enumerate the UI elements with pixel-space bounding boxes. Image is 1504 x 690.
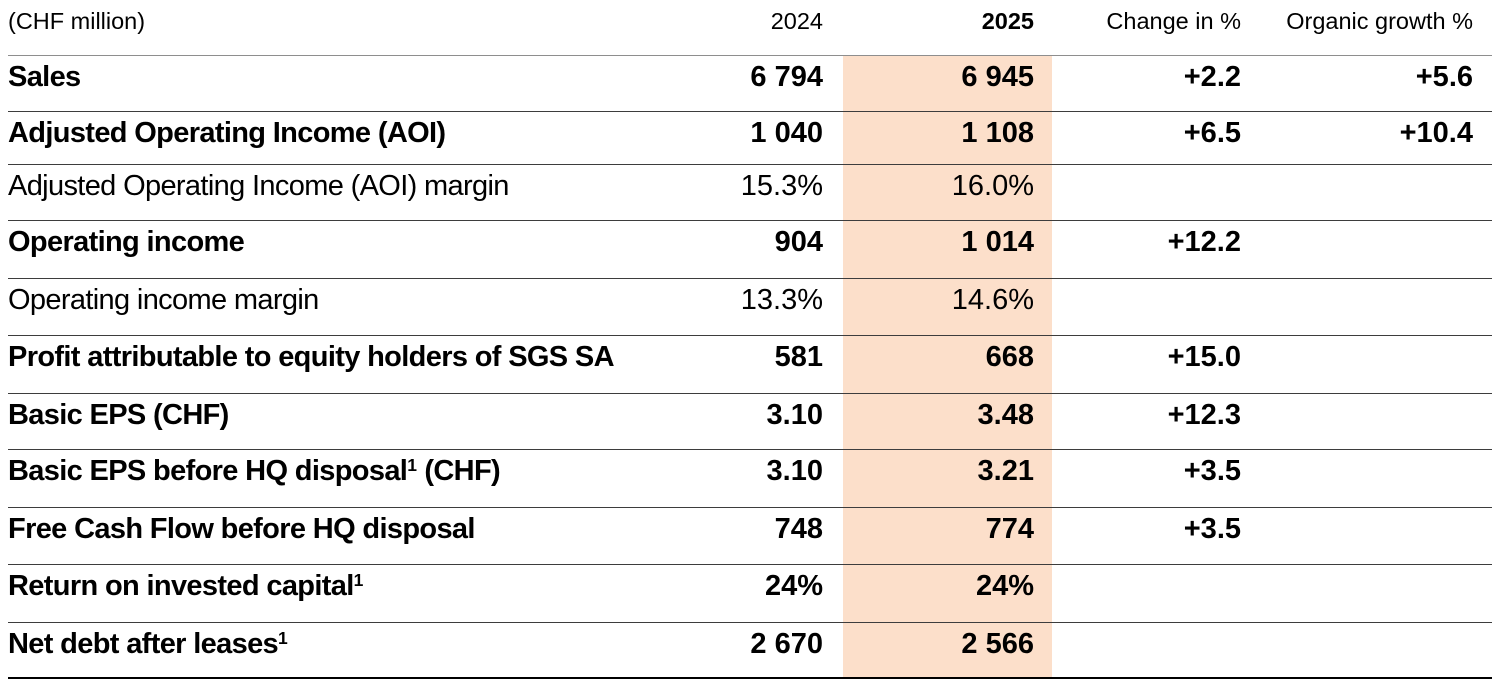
value-2025: 3.48 [843, 393, 1052, 449]
value-2025: 3.21 [843, 449, 1052, 507]
row-label-text: Adjusted Operating Income (AOI) [8, 116, 446, 149]
row-label-suffix: (CHF) [416, 454, 501, 487]
table-row: Basic EPS before HQ disposal1 (CHF) 3.10 3… [8, 449, 1492, 508]
row-label-text: Basic EPS before HQ disposal [8, 454, 408, 487]
value-2025: 774 [843, 507, 1052, 564]
table-header-row: (CHF million) 2024 2025 Change in % Orga… [8, 0, 1492, 56]
row-label-text: Return on invested capital [8, 570, 354, 602]
row-label-text: Free Cash Flow before HQ disposal [8, 512, 475, 545]
value-2024: 581 [774, 341, 823, 373]
value-organic [1261, 279, 1492, 336]
value-organic [1261, 394, 1492, 449]
value-change [1052, 165, 1261, 220]
value-2025: 14.6% [843, 278, 1052, 335]
row-label-text: Sales [8, 60, 81, 93]
row-label: Sales [8, 56, 723, 111]
value-2025: 6 945 [843, 55, 1052, 111]
footnote-marker: 1 [407, 454, 417, 475]
table-row: Operating income margin 13.3% 14.6% [8, 278, 1492, 336]
value-2024: 15.3% [740, 170, 823, 202]
header-col-2024: 2024 [770, 8, 823, 34]
value-2025: 1 108 [843, 111, 1052, 164]
value-2025: 24% [843, 565, 1052, 622]
table-row: Net debt after leases1 2 670 2 566 [8, 622, 1492, 679]
value-change [1052, 623, 1261, 677]
value-organic [1261, 450, 1492, 507]
value-2024: 1 040 [750, 116, 823, 149]
header-col-2025: 2025 [981, 8, 1034, 34]
value-2025: 2 566 [843, 622, 1052, 677]
value-organic [1261, 623, 1492, 677]
table-row: Free Cash Flow before HQ disposal 748 774 +… [8, 507, 1492, 565]
value-2024: 3.10 [766, 454, 823, 487]
footnote-marker: 1 [353, 570, 364, 590]
row-label: Return on invested capital1 [8, 565, 723, 622]
row-label-text: Net debt after leases [8, 627, 279, 660]
value-organic [1261, 221, 1492, 278]
value-2024: 2 670 [750, 627, 823, 660]
row-label: Adjusted Operating Income (AOI) margin [8, 165, 723, 220]
row-label-text: Operating income margin [8, 283, 319, 316]
value-change [1052, 279, 1261, 336]
table-row: Operating income 904 1 014 +12.2 [8, 221, 1492, 279]
footnote-marker: 1 [278, 627, 288, 648]
row-label: Basic EPS before HQ disposal1 (CHF) [8, 450, 723, 507]
value-2024: 13.3% [740, 283, 823, 316]
value-change: +15.0 [1167, 341, 1241, 373]
value-change: +2.2 [1183, 60, 1241, 93]
value-change: +3.5 [1183, 512, 1241, 545]
value-change: +12.2 [1167, 226, 1241, 258]
table-row: Adjusted Operating Income (AOI) margin 15… [8, 165, 1492, 221]
table-body: Sales 6 794 6 945 +2.2 +5.6 Adjusted Operatin… [8, 55, 1492, 679]
row-label: Basic EPS (CHF) [8, 394, 723, 449]
table-row: Adjusted Operating Income (AOI) 1 040 1 10… [8, 111, 1492, 165]
table-row: Basic EPS (CHF) 3.10 3.48 +12.3 [8, 393, 1492, 450]
row-label-text: Basic EPS (CHF) [8, 398, 229, 431]
value-organic [1261, 336, 1492, 393]
row-label: Free Cash Flow before HQ disposal [8, 508, 723, 565]
table-row: Profit attributable to equity holders of… [8, 336, 1492, 394]
table-row: Return on invested capital1 24% 24% [8, 565, 1492, 623]
row-label-text: Adjusted Operating Income (AOI) margin [8, 170, 509, 202]
row-label-text: Operating income [8, 226, 245, 258]
value-change: +3.5 [1183, 454, 1241, 487]
value-2025: 668 [843, 336, 1052, 393]
value-2024: 6 794 [750, 60, 823, 93]
header-col-change: Change in % [1106, 8, 1241, 34]
row-label: Operating income margin [8, 279, 723, 336]
row-label: Profit attributable to equity holders of… [8, 336, 723, 393]
value-organic [1261, 165, 1492, 220]
value-2025: 1 014 [843, 221, 1052, 278]
row-label: Adjusted Operating Income (AOI) [8, 112, 723, 165]
header-col-organic: Organic growth % [1286, 8, 1473, 34]
value-2025: 16.0% [843, 165, 1052, 220]
row-label: Net debt after leases1 [8, 623, 723, 677]
value-2024: 748 [774, 512, 823, 545]
financial-summary-table: (CHF million) 2024 2025 Change in % Orga… [8, 0, 1492, 679]
table-row: Sales 6 794 6 945 +2.2 +5.6 [8, 55, 1492, 112]
value-2024: 24% [764, 570, 823, 602]
value-2024: 3.10 [766, 398, 823, 431]
value-organic [1261, 565, 1492, 622]
value-change: +12.3 [1167, 398, 1241, 431]
value-change: +6.5 [1183, 116, 1241, 149]
value-organic: +5.6 [1415, 60, 1473, 93]
row-label: Operating income [8, 221, 723, 278]
value-organic [1261, 508, 1492, 565]
header-unit-label: (CHF million) [8, 8, 146, 34]
value-2024: 904 [774, 226, 823, 258]
value-organic: +10.4 [1399, 116, 1473, 149]
row-label-text: Profit attributable to equity holders of… [8, 341, 615, 373]
value-change [1052, 565, 1261, 622]
